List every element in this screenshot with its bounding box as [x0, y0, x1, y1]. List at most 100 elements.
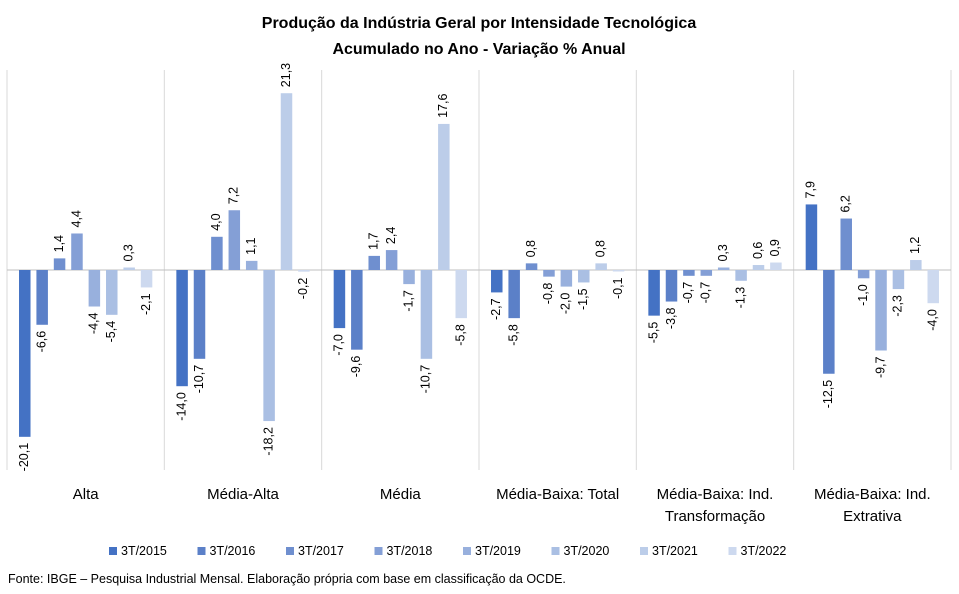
data-label: -2,3 [891, 295, 905, 317]
bar [71, 233, 83, 270]
legend-label: 3T/2016 [210, 544, 256, 558]
data-label: -2,7 [489, 298, 503, 320]
category-label: Média-Baixa: Total [496, 486, 619, 503]
data-label: -0,1 [611, 277, 625, 299]
value-labels: -20,1 -6,6 1,44,4 -4,4 -5,4 0,3 -2,1 -14,0 -10,7… [17, 63, 939, 471]
data-label: -5,8 [506, 324, 520, 346]
data-label: 0,8 [524, 240, 538, 257]
data-label: -1,3 [733, 287, 747, 309]
data-label: -6,6 [34, 331, 48, 353]
data-label: -14,0 [174, 392, 188, 421]
legend-swatch [374, 547, 383, 555]
chart-subtitle: Acumulado no Ano - Variação % Anual [332, 41, 625, 58]
bar [280, 93, 293, 271]
category-label: Média-Alta [207, 486, 279, 503]
bar [351, 270, 363, 350]
data-label: 1,1 [244, 237, 258, 254]
bar [508, 270, 520, 319]
source-note: Fonte: IBGE – Pesquisa Industrial Mensal… [8, 572, 566, 586]
bar [298, 270, 310, 272]
data-label: 0,6 [751, 242, 765, 259]
legend-swatch [640, 547, 648, 555]
bar [665, 270, 678, 302]
bar [333, 270, 346, 329]
bar [752, 265, 765, 270]
legend-label: 3T/2021 [652, 544, 698, 558]
category-label: Média-Baixa: Ind. [814, 486, 931, 503]
data-label: 0,3 [121, 244, 135, 261]
legend: 3T/2015 3T/2016 3T/2017 3T/2018 3T/2019 3T/20… [109, 544, 786, 558]
data-label: -4,4 [87, 312, 101, 334]
bar [840, 218, 852, 270]
data-label: -12,5 [821, 380, 835, 409]
legend-swatch [463, 547, 471, 555]
bar [823, 270, 835, 374]
bar [735, 270, 747, 281]
bar [717, 267, 730, 270]
legend-swatch [551, 547, 560, 555]
legend-swatch [728, 547, 737, 555]
bar [648, 270, 660, 316]
bar [525, 263, 538, 270]
bar [193, 270, 206, 359]
legend-swatch [286, 547, 294, 555]
data-label: -0,7 [681, 282, 695, 304]
bar [892, 270, 905, 290]
legend-label: 3T/2019 [475, 544, 521, 558]
data-label: 7,2 [227, 187, 241, 204]
data-label: 2,4 [384, 227, 398, 244]
bar [438, 123, 450, 270]
bar [875, 270, 887, 351]
bar [927, 270, 939, 304]
category-label: Média [380, 486, 422, 503]
legend-swatch [109, 547, 117, 555]
data-label: 0,8 [593, 240, 607, 257]
data-label: 7,9 [804, 181, 818, 198]
data-label: 1,4 [52, 235, 66, 252]
bar [263, 270, 275, 422]
data-label: 0,9 [768, 239, 782, 256]
bar [368, 255, 380, 270]
category-labels: Alta Média-Alta Média Média-Baixa: Total Méd… [73, 486, 931, 525]
chart-title: Produção da Indústria Geral por Intensid… [262, 15, 697, 32]
data-label: -1,7 [401, 290, 415, 312]
data-label: 17,6 [436, 94, 450, 118]
data-label: -0,7 [699, 282, 713, 304]
bar [455, 270, 467, 319]
legend-label: 3T/2018 [387, 544, 433, 558]
bar [176, 270, 188, 387]
bar [228, 210, 241, 270]
bar [106, 270, 118, 315]
bar [19, 270, 31, 437]
data-label: 1,7 [367, 232, 381, 249]
bar [805, 204, 818, 270]
data-label: -3,8 [664, 307, 678, 329]
legend-swatch [197, 547, 206, 555]
bar [560, 270, 573, 287]
bar [123, 267, 135, 270]
data-label: -2,0 [559, 293, 573, 315]
data-label: -0,2 [296, 278, 310, 300]
data-label: -9,6 [349, 356, 363, 378]
bar [910, 260, 922, 270]
data-label: -9,7 [873, 356, 887, 378]
data-label: -2,1 [139, 293, 153, 315]
bar [612, 270, 625, 272]
category-label: Média-Baixa: Ind. [657, 486, 774, 503]
category-label: Transformação [665, 508, 765, 525]
data-label: -18,2 [261, 427, 275, 456]
data-label: -1,5 [576, 288, 590, 310]
data-label: -20,1 [17, 443, 31, 472]
bar [211, 236, 223, 270]
bar [53, 258, 66, 270]
data-label: -4,0 [926, 309, 940, 331]
data-label: 21,3 [279, 63, 293, 87]
data-label: 0,3 [716, 244, 730, 261]
data-label: -5,4 [104, 321, 118, 343]
data-label: 4,0 [209, 213, 223, 230]
data-label: -7,0 [332, 334, 346, 356]
bar [543, 270, 555, 277]
bars [19, 93, 939, 437]
bar [140, 270, 153, 288]
